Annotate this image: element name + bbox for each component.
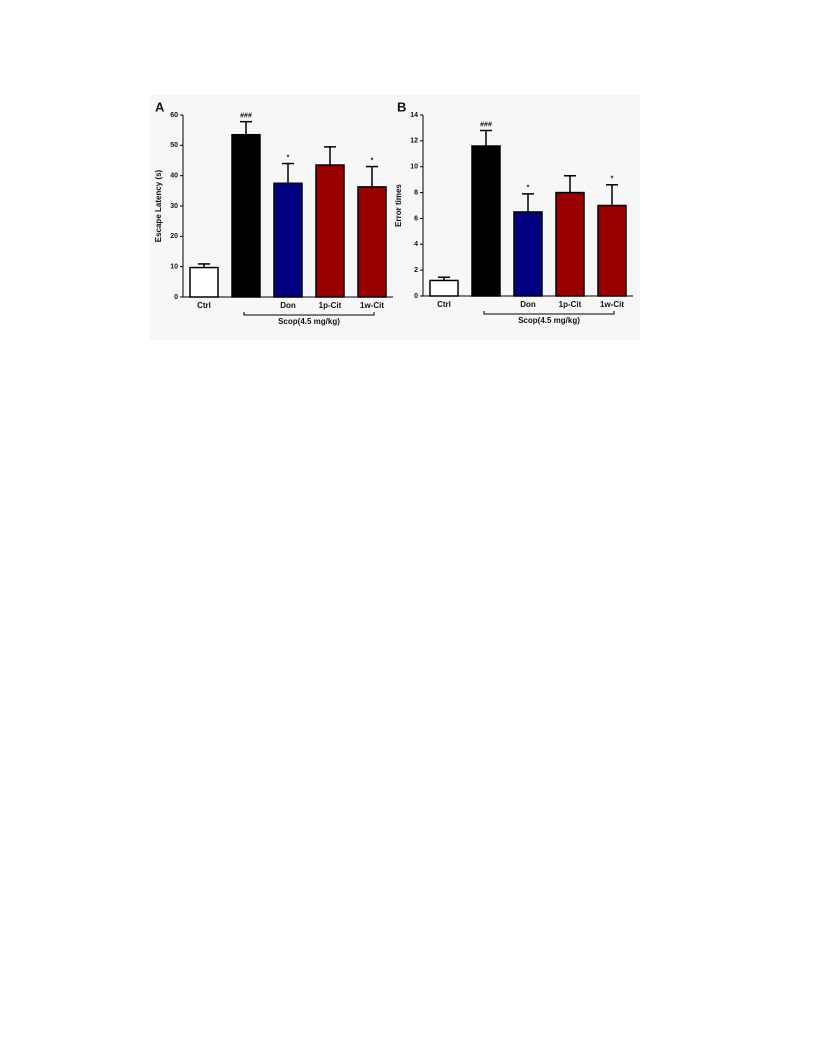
- x-tick-label: 1p-Cit: [559, 300, 582, 309]
- y-tick-label: 20: [170, 233, 178, 240]
- y-axis-label: Escape Latency (s): [154, 169, 163, 242]
- group-bracket: [483, 311, 615, 315]
- bar: [471, 145, 501, 297]
- x-tick-label: Don: [520, 300, 536, 309]
- y-tick-label: 14: [410, 112, 418, 119]
- y-tick-label: 12: [410, 138, 418, 145]
- y-tick-label: 10: [410, 164, 418, 171]
- panel-label: A: [155, 99, 165, 114]
- group-label: Scop(4.5 mg/kg): [518, 316, 580, 325]
- x-tick-label: Don: [280, 301, 296, 310]
- y-axis-label: Error times: [394, 184, 403, 227]
- y-tick-label: 6: [414, 215, 418, 222]
- x-tick-label: 1p-Cit: [319, 301, 342, 310]
- bar: [429, 279, 459, 297]
- y-tick-label: 50: [170, 142, 178, 149]
- y-tick-label: 60: [170, 112, 178, 119]
- bar: [357, 186, 387, 298]
- bar: [273, 182, 303, 298]
- significance-label: *: [371, 157, 374, 164]
- bar: [597, 204, 627, 297]
- significance-label: *: [287, 154, 290, 161]
- y-tick-label: 8: [414, 189, 418, 196]
- x-tick-label: 1w-Cit: [600, 300, 624, 309]
- y-tick-label: 30: [170, 203, 178, 210]
- significance-label: ###: [240, 113, 252, 120]
- group-bracket: [243, 312, 375, 316]
- significance-label: ###: [480, 121, 492, 128]
- x-tick-label: Ctrl: [197, 301, 211, 310]
- bar: [513, 211, 543, 297]
- bar: [189, 266, 219, 298]
- significance-label: *: [611, 176, 614, 183]
- y-tick-label: 0: [174, 294, 178, 301]
- panel-label: B: [397, 99, 406, 114]
- bar: [555, 191, 585, 297]
- y-tick-label: 0: [414, 293, 418, 300]
- y-tick-label: 10: [170, 264, 178, 271]
- x-tick-label: 1w-Cit: [360, 301, 384, 310]
- bar: [231, 133, 261, 298]
- y-tick-label: 4: [414, 241, 418, 248]
- group-label: Scop(4.5 mg/kg): [278, 317, 340, 326]
- y-tick-label: 40: [170, 173, 178, 180]
- x-tick-label: Ctrl: [437, 300, 451, 309]
- significance-label: *: [527, 185, 530, 192]
- bar: [315, 164, 345, 298]
- y-tick-label: 2: [414, 267, 418, 274]
